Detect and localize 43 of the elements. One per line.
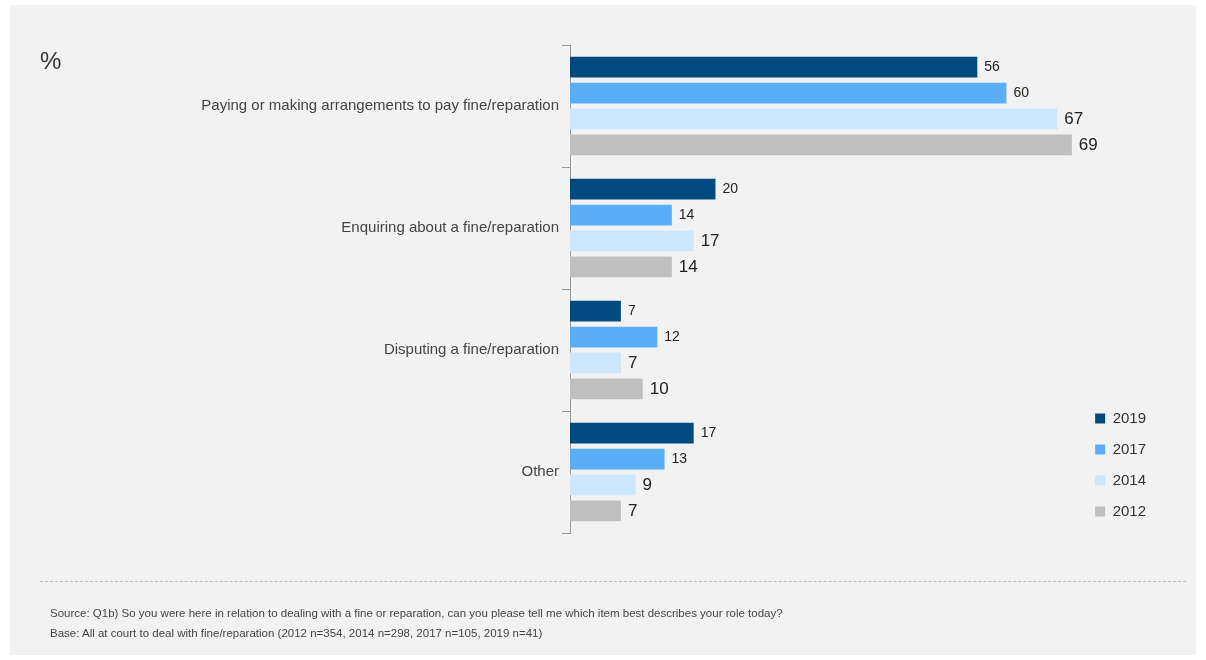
y-tick-label: Other	[521, 462, 559, 480]
data-label: 60	[1013, 83, 1030, 100]
bar	[570, 326, 658, 348]
bar	[570, 56, 978, 78]
bar	[570, 474, 636, 496]
bar	[570, 500, 621, 522]
bar	[570, 256, 672, 278]
data-label: 14	[678, 256, 698, 276]
data-label: 14	[678, 205, 695, 222]
bar	[570, 300, 621, 322]
data-label: 12	[664, 327, 681, 344]
data-label: 10	[649, 378, 669, 398]
bar	[570, 230, 694, 252]
data-label: 17	[700, 423, 717, 440]
bar	[570, 82, 1007, 104]
data-label: 7	[627, 500, 638, 520]
legend-label: 2017	[1112, 439, 1147, 457]
data-label: 13	[671, 449, 688, 466]
y-tick-label: Enquiring about a fine/reparation	[341, 218, 559, 236]
source-note: Source: Q1b) So you were here in relation to dealing with a fine or reparation, can you please tell me which item best describes your role today?	[50, 606, 783, 621]
bar	[570, 352, 621, 374]
data-label: 7	[627, 352, 638, 372]
text: %	[40, 47, 62, 75]
bar	[570, 108, 1058, 130]
data-label: 9	[642, 474, 652, 494]
bar	[570, 378, 643, 400]
legend-label: 2012	[1112, 501, 1147, 519]
data-label: 20	[722, 179, 739, 196]
bar	[570, 422, 694, 444]
data-label: 67	[1064, 108, 1084, 128]
bar	[570, 134, 1072, 156]
legend-label: 2014	[1112, 470, 1147, 488]
bar	[570, 178, 716, 200]
bar	[570, 204, 672, 226]
data-label: 69	[1078, 134, 1098, 154]
y-tick-label: Paying or making arrangements to pay fine/reparation	[201, 96, 559, 114]
data-label: 56	[984, 57, 1001, 74]
text: Base: All at court to deal with fine/reparation (2012 n=354, 2014 n=298, 2017 n=105, 2019 n=41)	[50, 626, 544, 641]
legend-label: 2019	[1112, 408, 1147, 426]
data-label: 7	[627, 301, 636, 318]
bar	[570, 448, 665, 470]
data-label: 17	[700, 230, 720, 250]
y-tick-label: Disputing a fine/reparation	[383, 340, 559, 358]
